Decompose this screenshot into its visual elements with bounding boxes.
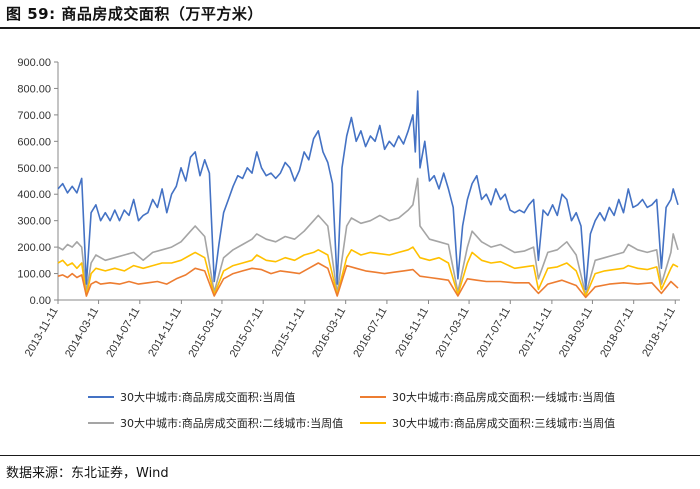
x-tick-label: 2017-07-11 xyxy=(475,306,513,360)
x-tick-label: 2017-11-11 xyxy=(517,306,555,359)
series-line-2 xyxy=(57,262,679,299)
x-tick-label: 2016-11-11 xyxy=(393,306,431,359)
figure-title: 图 59: 商品房成交面积（万平方米） xyxy=(6,5,263,23)
x-tick-label: 2014-11-11 xyxy=(146,306,184,359)
series-line-3 xyxy=(57,177,679,296)
line-chart: 0.00 100.00 200.00 300.00 400.00 500.00 600.00… xyxy=(17,57,680,430)
y-tick-label: 200.00 xyxy=(17,242,51,254)
y-tick-label: 500.00 xyxy=(17,163,51,175)
legend-label: 30大中城市:商品房成交面积:当周值 xyxy=(120,390,295,404)
y-tick-label: 700.00 xyxy=(17,110,51,122)
y-tick-label: 600.00 xyxy=(17,136,51,148)
x-tick-label: 2015-07-11 xyxy=(228,306,266,360)
legend-label: 30大中城市:商品房成交面积:二线城市:当周值 xyxy=(120,416,343,430)
y-tick-label: 0.00 xyxy=(30,295,51,307)
x-tick-label: 2014-07-11 xyxy=(104,306,142,360)
x-tick-label: 2016-07-11 xyxy=(351,306,389,360)
x-tick-label: 2018-11-11 xyxy=(640,306,678,359)
x-tick-label: 2018-07-11 xyxy=(598,306,636,360)
y-tick-label: 400.00 xyxy=(17,189,51,201)
x-tick-label: 2015-11-11 xyxy=(270,306,308,359)
legend-label: 30大中城市:商品房成交面积:三线城市:当周值 xyxy=(392,416,615,430)
source-note: 数据来源：东北证券，Wind xyxy=(6,466,169,481)
x-tick-label: 2016-03-11 xyxy=(310,306,348,360)
series-line-4 xyxy=(57,246,679,297)
x-tick-label: 2014-03-11 xyxy=(63,306,101,360)
y-tick-label: 900.00 xyxy=(17,57,51,69)
y-tick-label: 100.00 xyxy=(17,269,51,281)
footer-rule xyxy=(0,455,700,456)
x-tick-label: 2013-11-11 xyxy=(23,306,61,359)
x-tick-label: 2015-03-11 xyxy=(186,306,224,360)
y-tick-label: 300.00 xyxy=(17,216,51,228)
y-tick-label: 800.00 xyxy=(17,83,51,95)
title-rule xyxy=(0,27,700,29)
x-tick-label: 2017-03-11 xyxy=(434,306,472,360)
legend-label: 30大中城市:商品房成交面积:一线城市:当周值 xyxy=(392,390,615,404)
series-line-1 xyxy=(57,90,679,291)
x-tick-label: 2018-03-11 xyxy=(557,306,595,360)
